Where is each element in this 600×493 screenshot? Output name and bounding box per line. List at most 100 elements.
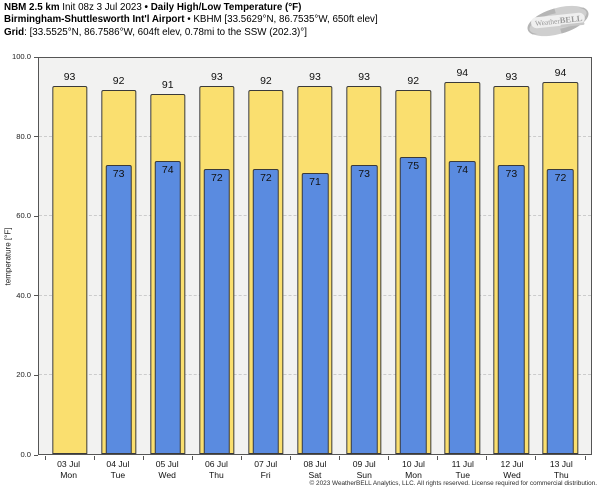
low-value-label: 74	[456, 163, 469, 176]
x-tick-date: 06 Jul	[204, 459, 228, 469]
low-temp-bar: 72	[547, 168, 574, 454]
y-tick-label: 20.0	[16, 370, 31, 380]
copyright-footer: © 2023 WeatherBELL Analytics, LLC. All r…	[309, 480, 597, 487]
low-temp-bar: 73	[498, 164, 525, 454]
x-tick-date: 10 Jul	[402, 459, 425, 469]
y-axis: 0.0 20.0 40.0 60.0 80.0 100.0	[0, 52, 38, 459]
y-tick-label: 60.0	[16, 211, 31, 221]
model-name: NBM 2.5 km	[4, 2, 60, 13]
bar-group-04-Jul: 92 73	[94, 58, 143, 454]
bar-group-12-Jul: 93 73	[487, 58, 536, 454]
plot-area: 93 92 73 91 74 93 72 92 72 93 71 93 73 92 75 94 74 93 73 94…	[38, 57, 592, 460]
low-value-label: 74	[161, 163, 174, 176]
low-temp-bar: 75	[399, 157, 427, 454]
x-tick-day: Wed	[503, 469, 521, 480]
bar-group-08-Jul: 93 71	[290, 58, 339, 454]
low-temp-bar: 72	[252, 168, 280, 454]
weatherbell-logo-icon: WeatherBELL	[527, 5, 589, 37]
low-temp-bar: 73	[350, 164, 378, 454]
x-tick-mark	[437, 456, 439, 460]
high-value-label: 93	[210, 70, 223, 83]
low-value-label: 71	[309, 175, 321, 188]
station-detail: KBHM [33.5629°N, 86.7535°W, 650ft elev]	[193, 14, 378, 26]
x-tick-label: 04 Jul Tue	[93, 459, 142, 480]
high-value-label: 92	[112, 74, 125, 87]
x-tick-label: 12 Jul Wed	[487, 459, 536, 480]
high-value-label: 93	[505, 70, 518, 83]
y-tick-label: 100.0	[11, 52, 31, 61]
low-value-label: 73	[505, 167, 518, 180]
low-value-label: 75	[407, 160, 420, 172]
low-value-label: 73	[112, 167, 125, 180]
high-value-label: 93	[358, 70, 370, 83]
x-tick-date: 11 Jul	[451, 459, 474, 469]
x-tick-day: Wed	[158, 469, 176, 480]
x-tick-day: Tue	[455, 469, 471, 480]
low-temp-bar: 74	[449, 160, 476, 454]
low-value-label: 73	[358, 167, 370, 180]
bullet-separator: •	[144, 2, 148, 13]
y-tick-mark	[34, 56, 38, 58]
low-temp-bar: 72	[203, 168, 231, 454]
y-tick-mark	[34, 136, 38, 138]
grid-detail: : [33.5525°N, 86.7586°W, 604ft elev, 0.7…	[24, 26, 307, 38]
svg-text:WeatherBELL: WeatherBELL	[535, 13, 584, 28]
header-line-1: NBM 2.5 km Init 08z 3 Jul 2023 • Daily H…	[4, 2, 378, 14]
high-value-label: 94	[554, 66, 567, 79]
low-temp-bar: 71	[301, 172, 329, 454]
low-temp-bar: 73	[105, 164, 132, 454]
high-value-label: 91	[161, 78, 174, 91]
header-line-2: Birmingham-Shuttlesworth Int'l Airport •…	[4, 14, 378, 26]
metric-title: Daily High/Low Temperature (°F)	[150, 2, 302, 13]
logo-text-bell: BELL	[559, 13, 583, 25]
x-tick-mark	[289, 456, 291, 460]
x-tick-date: 05 Jul	[155, 459, 179, 469]
high-value-label: 93	[63, 70, 76, 83]
x-tick-label: 10 Jul Mon	[389, 459, 438, 480]
bar-group-06-Jul: 93 72	[192, 58, 241, 454]
low-value-label: 72	[210, 171, 223, 184]
x-tick-label: 06 Jul Thu	[192, 459, 241, 480]
low-value-label: 72	[554, 171, 567, 184]
x-tick-date: 13 Jul	[549, 459, 573, 469]
high-value-label: 92	[260, 74, 272, 87]
x-tick-label: 07 Jul Fri	[241, 459, 290, 480]
x-tick-label: 03 Jul Mon	[44, 459, 93, 480]
x-tick-date: 07 Jul	[254, 459, 278, 469]
high-value-label: 92	[407, 74, 420, 87]
y-tick-label: 40.0	[16, 290, 31, 300]
high-temp-bar	[51, 85, 88, 454]
x-tick-mark	[339, 456, 341, 460]
low-temp-bar: 74	[154, 160, 181, 454]
y-tick-label: 0.0	[20, 450, 31, 459]
low-value-label: 72	[260, 171, 272, 184]
x-tick-day: Sun	[356, 469, 372, 480]
y-tick-mark	[34, 295, 38, 297]
bar-group-13-Jul: 94 72	[536, 58, 585, 454]
bullet-separator: •	[187, 14, 191, 26]
station-name: Birmingham-Shuttlesworth Int'l Airport	[4, 14, 185, 26]
x-tick-mark	[240, 456, 242, 460]
x-tick-day: Thu	[209, 469, 224, 480]
x-tick-mark	[93, 456, 95, 460]
x-tick-date: 04 Jul	[106, 459, 130, 469]
x-tick-date: 09 Jul	[352, 459, 376, 469]
x-tick-day: Sat	[308, 469, 322, 480]
y-tick-mark	[34, 215, 38, 217]
x-tick-label: 08 Jul Sat	[290, 459, 339, 480]
grid-label: Grid	[4, 26, 25, 38]
y-tick-mark	[34, 454, 38, 456]
logo-text-weather: Weather	[535, 16, 561, 28]
x-tick-label: 13 Jul Thu	[537, 459, 586, 480]
x-tick-mark	[191, 456, 193, 460]
bar-group-07-Jul: 92 72	[241, 58, 290, 454]
x-tick-mark	[388, 456, 390, 460]
x-tick-day: Mon	[60, 469, 77, 480]
bar-group-09-Jul: 93 73	[340, 58, 389, 454]
x-tick-mark	[584, 456, 586, 460]
y-tick-label: 80.0	[16, 131, 31, 141]
chart-header: NBM 2.5 km Init 08z 3 Jul 2023 • Daily H…	[4, 2, 378, 39]
x-tick-mark	[486, 456, 488, 460]
x-tick-mark	[44, 456, 46, 460]
